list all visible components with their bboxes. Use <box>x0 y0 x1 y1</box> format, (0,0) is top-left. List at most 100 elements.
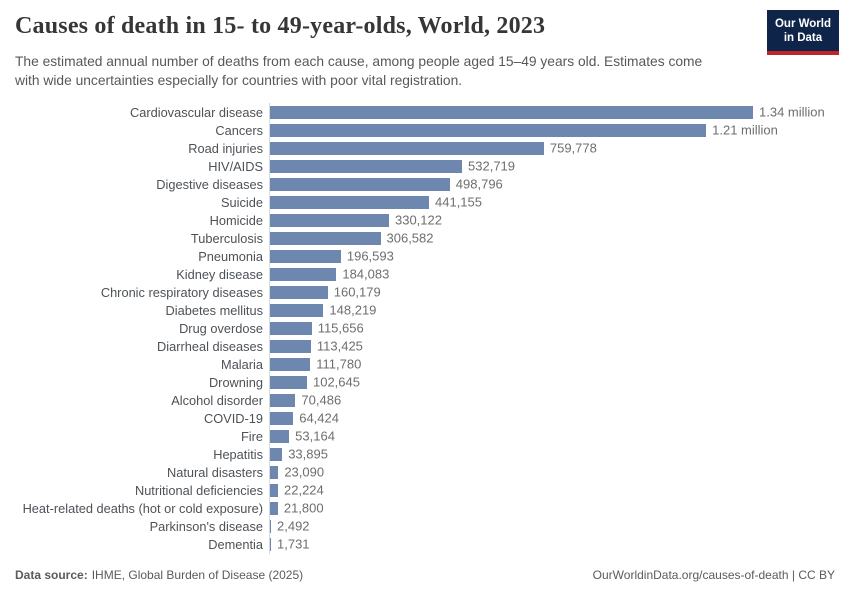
value-label: 306,582 <box>386 230 434 246</box>
bar-row: Cancers 1.21 million <box>0 121 850 139</box>
bar-row: Chronic respiratory diseases 160,179 <box>0 283 850 301</box>
bar-row: Tuberculosis 306,582 <box>0 229 850 247</box>
value-label: 532,719 <box>468 158 516 174</box>
category-label: HIV/AIDS <box>208 158 263 174</box>
bar[interactable] <box>270 303 324 317</box>
bar[interactable] <box>270 519 271 533</box>
bar-row: HIV/AIDS 532,719 <box>0 157 850 175</box>
bar[interactable] <box>270 483 278 497</box>
category-label: Homicide <box>209 212 263 228</box>
bar[interactable] <box>270 141 544 155</box>
owid-logo-line1: Our World <box>774 18 831 30</box>
bar-row: Diarrheal diseases 113,425 <box>0 337 850 355</box>
value-label: 160,179 <box>333 284 381 300</box>
value-label: 2,492 <box>277 518 310 534</box>
attribution-link[interactable]: OurWorldinData.org/causes-of-death | CC … <box>592 568 835 582</box>
bar-track: 330,122 <box>270 213 850 227</box>
bar-track: 1,731 <box>270 537 850 551</box>
bar-track: 184,083 <box>270 266 850 282</box>
bar[interactable] <box>270 537 271 551</box>
bar-chart: Cardiovascular disease 1.34 million Cancer… <box>0 103 850 554</box>
category-label: Drug overdose <box>179 320 263 336</box>
value-label: 115,656 <box>317 320 364 336</box>
bar-track: 21,800 <box>270 500 850 516</box>
bar-row: Natural disasters 23,090 <box>0 463 850 481</box>
value-label: 1.34 million <box>759 104 825 120</box>
bar-row: Fire 53,164 <box>0 427 850 445</box>
subtitle-line-2: with wide uncertainties especially for c… <box>15 73 463 88</box>
category-label: Alcohol disorder <box>171 392 263 408</box>
value-label: 498,796 <box>455 176 503 192</box>
bar[interactable] <box>270 249 341 263</box>
bar[interactable] <box>270 159 463 173</box>
bar-row: Cardiovascular disease 1.34 million <box>0 103 850 121</box>
category-label: Malaria <box>221 356 263 372</box>
value-label: 196,593 <box>346 248 394 264</box>
bar[interactable] <box>270 447 283 461</box>
bar[interactable] <box>270 177 450 191</box>
value-label: 148,219 <box>329 302 377 318</box>
bar-row: Homicide 330,122 <box>0 211 850 229</box>
bar[interactable] <box>270 429 290 443</box>
bar-track: 22,224 <box>270 482 850 498</box>
category-label: Suicide <box>221 194 263 210</box>
page-title: Causes of death in 15- to 49-year-olds, … <box>15 13 546 39</box>
bar-track: 1.34 million <box>270 104 850 120</box>
bar[interactable] <box>270 375 307 389</box>
bar[interactable] <box>270 213 389 227</box>
value-label: 441,155 <box>435 194 482 210</box>
bar-track: 532,719 <box>270 158 850 174</box>
bar-row: Parkinson's disease 2,492 <box>0 517 850 535</box>
bar-row: Digestive diseases 498,796 <box>0 175 850 193</box>
value-label: 184,083 <box>342 266 390 282</box>
category-label: Fire <box>240 428 263 444</box>
bar-track: 148,219 <box>270 302 850 318</box>
value-label: 23,090 <box>284 464 325 480</box>
category-label: Diabetes mellitus <box>165 302 263 318</box>
bar-row: Kidney disease 184,083 <box>0 265 850 283</box>
bar[interactable] <box>270 501 278 515</box>
bar-track: 64,424 <box>270 411 850 425</box>
bar-track: 115,656 <box>270 320 850 336</box>
chart-subtitle: The estimated annual number of deaths fr… <box>15 52 702 90</box>
owid-logo[interactable]: Our World in Data <box>766 10 839 55</box>
bar-row: Alcohol disorder 70,486 <box>0 391 850 409</box>
bar[interactable] <box>270 231 381 245</box>
data-source: Data source: IHME, Global Burden of Disea… <box>15 568 303 582</box>
bar[interactable] <box>270 321 312 335</box>
category-label: Heat-related deaths (hot or cold exposur… <box>22 500 263 516</box>
bar[interactable] <box>270 465 279 479</box>
value-label: 1.21 million <box>712 122 778 138</box>
value-label: 33,895 <box>288 446 328 462</box>
bar[interactable] <box>270 267 337 281</box>
bar-row: Malaria 111,780 <box>0 355 850 373</box>
bar-row: Heat-related deaths (hot or cold exposur… <box>0 499 850 517</box>
bar-row: Dementia 1,731 <box>0 535 850 553</box>
value-label: 22,224 <box>284 482 324 498</box>
bar[interactable] <box>270 411 294 425</box>
bar[interactable] <box>270 357 311 371</box>
bar[interactable] <box>270 285 328 299</box>
bar-row: Pneumonia 196,593 <box>0 247 850 265</box>
bar[interactable] <box>270 195 429 209</box>
bar-track: 2,492 <box>270 518 850 534</box>
bar[interactable] <box>270 339 311 353</box>
category-label: Dementia <box>208 536 263 552</box>
category-label: Pneumonia <box>198 248 263 264</box>
category-label: Cardiovascular disease <box>129 104 263 120</box>
bar-track: 1.21 million <box>270 122 850 138</box>
category-label: Diarrheal diseases <box>157 338 263 354</box>
bar[interactable] <box>270 123 707 137</box>
bar-row: Drug overdose 115,656 <box>0 319 850 337</box>
value-label: 70,486 <box>301 392 342 408</box>
bar-track: 113,425 <box>270 339 850 353</box>
category-label: Nutritional deficiencies <box>134 482 263 498</box>
value-label: 21,800 <box>283 500 324 516</box>
value-label: 759,778 <box>549 140 597 156</box>
bar[interactable] <box>270 393 296 407</box>
bar[interactable] <box>270 105 753 119</box>
category-label: Hepatitis <box>213 446 263 462</box>
category-label: Cancers <box>215 122 263 138</box>
value-label: 53,164 <box>295 428 335 444</box>
bar-track: 102,645 <box>270 375 850 389</box>
